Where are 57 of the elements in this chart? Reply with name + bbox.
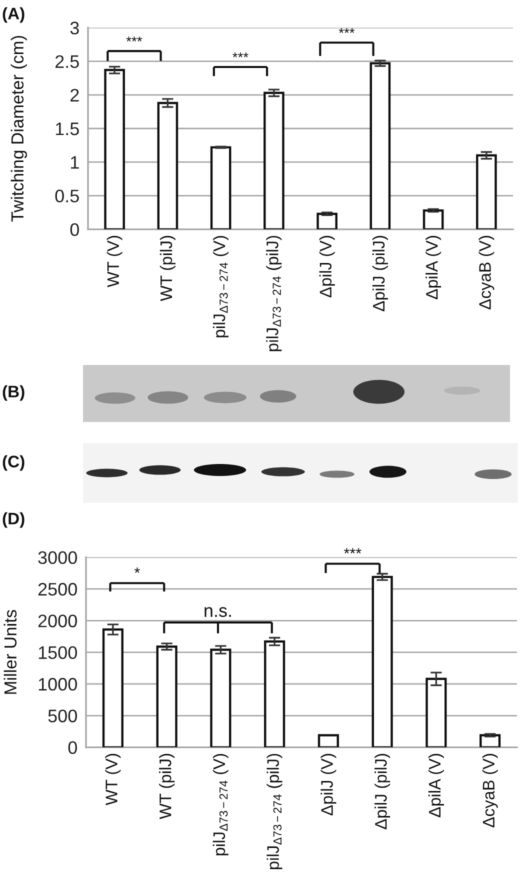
text: ***	[344, 548, 362, 554]
bar	[476, 154, 497, 230]
x-tick-label: WT (pilJ)	[159, 754, 175, 820]
annotation: *	[134, 568, 140, 573]
y-tick-label: 3	[70, 22, 79, 34]
x-tick-label: ΔcyaB (V)	[482, 754, 498, 828]
x-tick-label: ΔpilA (V)	[428, 754, 444, 818]
annotation: ***	[232, 52, 248, 58]
bar	[426, 678, 447, 748]
y-tick-label: 2	[70, 88, 79, 102]
bar	[102, 628, 124, 748]
y-axis-title: Miller Units	[4, 610, 17, 694]
y-tick-label: 2000	[38, 614, 77, 628]
y-tick-label: 500	[48, 710, 77, 722]
x-tick-label: pilJ$_{Δ73−274}$ (pilJ)	[266, 754, 282, 870]
bar	[156, 645, 178, 748]
x-tick-label: ΔpilJ (V)	[319, 236, 335, 298]
chart-title: (D)	[2, 512, 24, 528]
y-tick-label: 1.5	[56, 122, 79, 136]
bar	[316, 212, 338, 230]
text: (B)	[2, 385, 24, 401]
text: (C)	[2, 455, 24, 471]
y-tick-label: 0	[68, 741, 77, 754]
bar	[264, 92, 284, 230]
bar	[104, 68, 125, 230]
x-tick-label: ΔpilJ (V)	[320, 754, 336, 816]
x-tick-label: ΔpilJ (pilJ)	[372, 236, 388, 312]
x-tick-label: pilJ$_{Δ73−274}$ (pilJ)	[266, 236, 282, 352]
x-tick-label: pilJ$_{Δ73−274}$ (V)	[212, 754, 228, 856]
bar	[157, 102, 178, 230]
bar	[318, 734, 339, 748]
x-tick-label: WT (pilJ)	[160, 236, 176, 302]
y-tick-label: 2500	[38, 582, 77, 596]
x-tick-label: ΔpilA (V)	[426, 236, 442, 300]
annotation: n.s.	[204, 607, 231, 617]
x-tick-label: WT (V)	[105, 754, 121, 806]
bar	[370, 62, 391, 230]
bar	[264, 640, 286, 748]
x-tick-label: WT (V)	[106, 236, 122, 288]
bar	[422, 209, 444, 230]
y-tick-label: 1000	[38, 678, 77, 691]
x-tick-label: pilJ$_{Δ73−274}$ (V)	[212, 236, 229, 338]
y-axis-title: Twitching Diameter (cm)	[10, 36, 27, 222]
y-tick-label: 0	[70, 223, 79, 236]
y-tick-label: 0.5	[55, 190, 79, 202]
bar	[210, 146, 232, 230]
annotation: ***	[126, 36, 142, 42]
bar	[372, 576, 393, 748]
annotation: ***	[338, 28, 355, 34]
y-tick-label: 2.5	[55, 55, 79, 68]
y-tick-label: 1	[71, 156, 79, 169]
y-tick-label: 1500	[38, 646, 77, 660]
x-tick-label: ΔcyaB (V)	[478, 236, 494, 310]
y-tick-label: 3000	[38, 551, 77, 564]
bar	[210, 648, 232, 748]
x-tick-label: ΔpilJ (pilJ)	[374, 754, 390, 830]
chart-title: (A)	[2, 7, 24, 23]
